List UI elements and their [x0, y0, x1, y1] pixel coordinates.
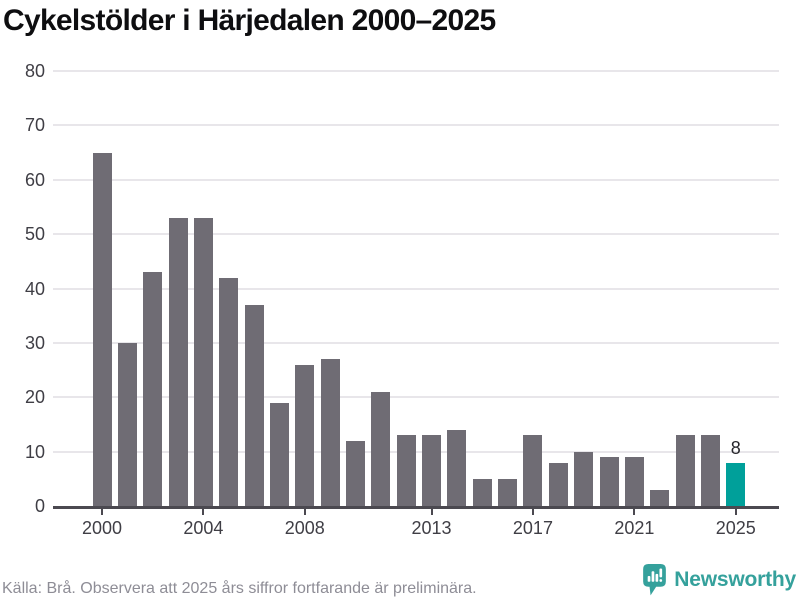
y-gridline [53, 70, 779, 72]
y-gridline [53, 396, 779, 399]
y-gridline [53, 450, 779, 453]
highlight-value-label: 8 [730, 437, 741, 458]
bar-2005 [219, 277, 239, 506]
y-axis-tick-label: 10 [24, 441, 45, 462]
bar-2007 [269, 402, 289, 506]
chart-title: Cykelstölder i Härjedalen 2000–2025 [3, 4, 496, 37]
x-axis-tick [303, 509, 306, 515]
x-axis-tick-label: 2000 [81, 518, 123, 538]
y-axis-tick-label: 60 [24, 169, 45, 190]
x-axis-tick [202, 509, 205, 515]
x-axis-line [53, 506, 779, 509]
bar-highlight-2025 [726, 462, 746, 506]
bar-2016 [498, 478, 518, 506]
y-axis-tick-label: 40 [24, 278, 45, 299]
bar-2003 [168, 217, 188, 506]
x-axis-tick-label: 2013 [411, 518, 452, 538]
bar-2023 [675, 435, 695, 506]
y-axis-tick-label: 50 [24, 224, 45, 245]
bar-2024 [700, 435, 720, 506]
bar-2002 [143, 272, 163, 506]
bar-2009 [320, 359, 340, 506]
x-axis-tick [734, 509, 737, 515]
x-axis-tick-label: 2017 [512, 518, 553, 538]
y-axis-tick-label: 70 [24, 115, 45, 136]
bar-2018 [548, 462, 568, 506]
y-gridline [53, 287, 779, 290]
bar-2008 [295, 364, 315, 506]
y-gridline [53, 341, 779, 344]
x-axis-tick-label: 2025 [715, 518, 756, 538]
x-axis-tick-label: 2008 [284, 518, 325, 538]
bar-2015 [472, 478, 492, 506]
x-axis-tick [101, 509, 103, 515]
x-axis-tick [531, 509, 534, 515]
y-gridline [53, 233, 779, 236]
y-axis-tick-label: 0 [34, 496, 45, 516]
bar-2006 [244, 304, 264, 506]
bar-2017 [523, 435, 543, 506]
source-note: Källa: Brå. Observera att 2025 års siffr… [2, 580, 477, 597]
bar-2020 [599, 457, 619, 506]
x-axis-tick-label: 2004 [183, 518, 224, 538]
bar-2001 [117, 342, 137, 506]
bar-2014 [447, 429, 467, 506]
speech-bubble-shape [643, 564, 667, 596]
newsworthy-logo: Newsworthy [643, 563, 796, 597]
bar-2011 [371, 391, 391, 506]
y-axis-tick-label: 20 [24, 387, 45, 408]
y-gridline [53, 178, 779, 181]
bar-2004 [193, 217, 213, 506]
y-gridline [53, 124, 779, 127]
bar-2010 [346, 440, 365, 506]
newsworthy-speech-bubble-bar-chart-icon [643, 564, 667, 596]
y-axis-tick-label: 80 [24, 61, 45, 81]
bar-2013 [422, 435, 442, 506]
y-axis-tick-label: 30 [24, 332, 45, 353]
x-axis-tick [430, 509, 433, 515]
x-axis-tick-label: 2021 [614, 518, 655, 538]
bar-2012 [396, 435, 416, 506]
bar-2022 [650, 489, 670, 506]
bar-2021 [624, 457, 644, 506]
x-axis-tick [633, 509, 636, 515]
bar-2019 [574, 451, 594, 506]
newsworthy-wordmark: Newsworthy [674, 568, 796, 591]
bar-2000 [92, 152, 112, 506]
